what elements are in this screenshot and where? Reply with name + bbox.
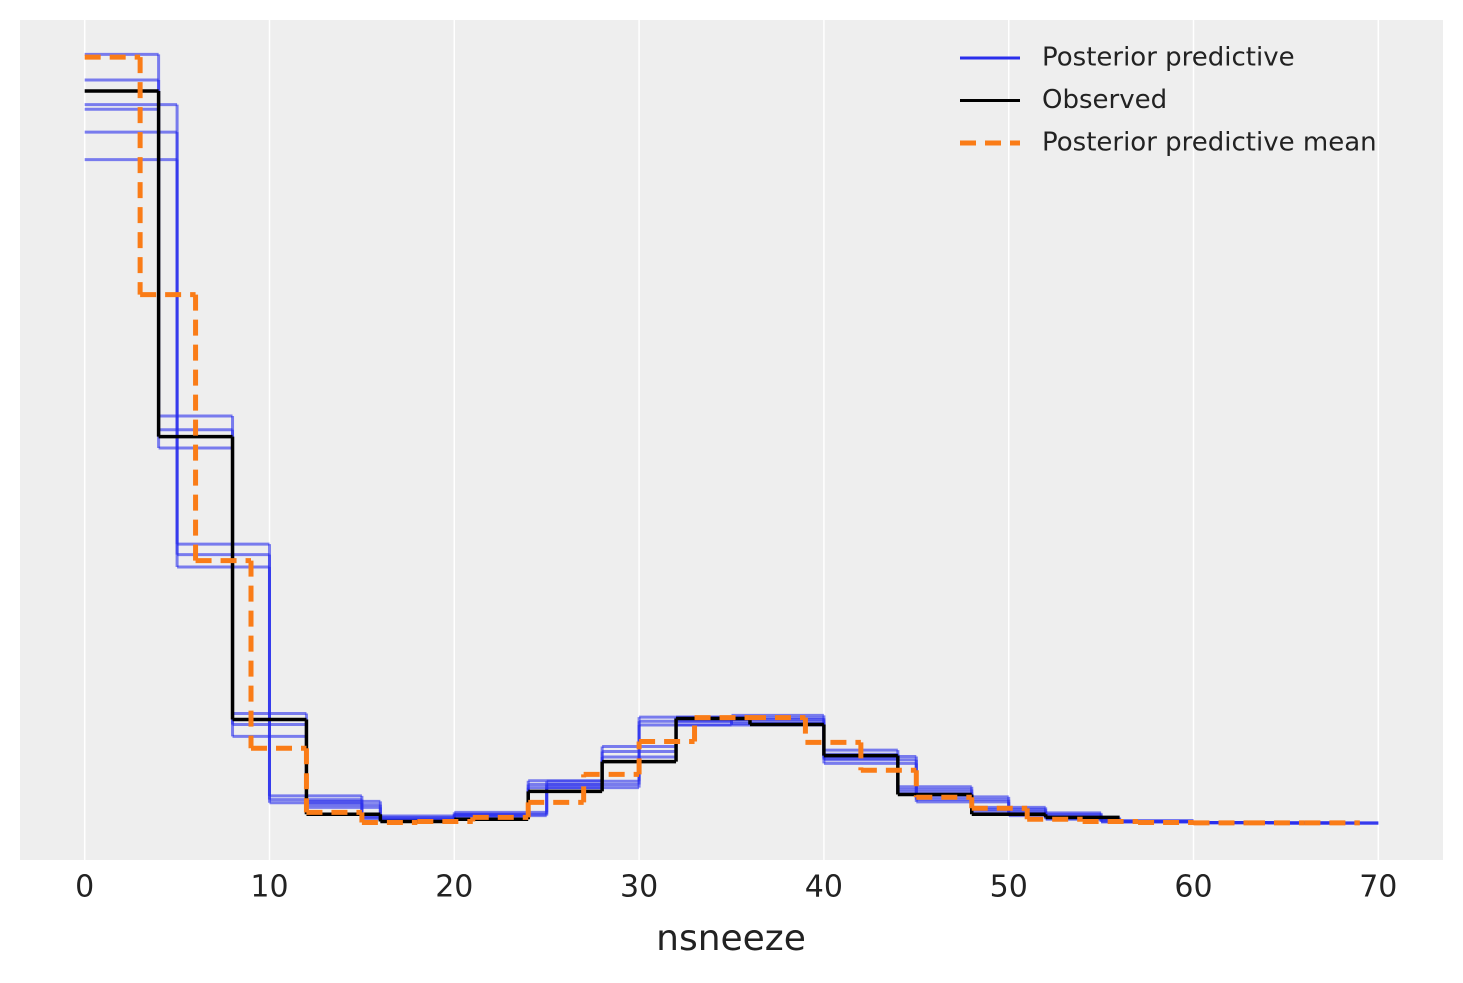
x-tick-label: 60 [1174, 870, 1212, 905]
x-tick-label: 0 [75, 870, 94, 905]
x-axis: 0 10 20 30 40 50 60 70 [75, 870, 1397, 905]
legend: Posterior predictive Observed Posterior pr… [960, 43, 1377, 158]
legend-label: Observed [1042, 85, 1167, 115]
x-tick-label: 50 [990, 870, 1028, 905]
marks [84, 52, 1379, 826]
legend-label: Posterior predictive [1042, 43, 1295, 73]
x-tick-label: 20 [435, 870, 473, 905]
x-tick-label: 10 [250, 870, 288, 905]
x-tick-label: 70 [1359, 870, 1397, 905]
x-tick-label: 40 [805, 870, 843, 905]
x-tick-label: 30 [620, 870, 658, 905]
x-axis-label: nsneeze [656, 918, 806, 959]
legend-label: Posterior predictive mean [1042, 128, 1377, 158]
